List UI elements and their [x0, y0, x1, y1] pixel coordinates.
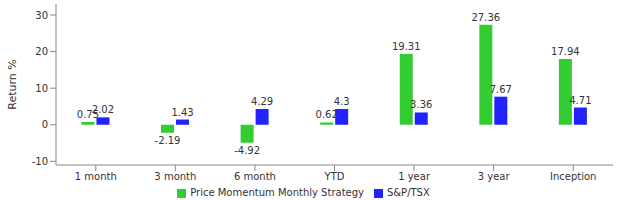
svg-text:4.3: 4.3: [334, 96, 350, 107]
svg-text:0.75: 0.75: [76, 109, 100, 120]
html-text:S&P/TSX: S&P/TSX: [387, 187, 430, 198]
svg-text:0.62: 0.62: [316, 109, 338, 120]
svg-text:1 year: 1 year: [398, 171, 431, 182]
svg-text:YTD: YTD: [324, 171, 345, 182]
html-text:Price Momentum Monthly Strateg: Price Momentum Monthly Strategy: [190, 187, 364, 198]
svg-text:0: 0: [42, 119, 48, 130]
svg-text:-2.19: -2.19: [155, 135, 181, 146]
svg-text:3 month: 3 month: [154, 171, 196, 182]
svg-text:Inception: Inception: [550, 171, 596, 182]
svg-text:19.31: 19.31: [392, 41, 421, 52]
svg-text:3.36: 3.36: [410, 99, 432, 110]
svg-text:-4.92: -4.92: [234, 145, 260, 156]
svg-text:1 month: 1 month: [75, 171, 117, 182]
svg-text:10: 10: [35, 83, 48, 94]
svg-text:2.02: 2.02: [92, 104, 114, 115]
svg-text:30: 30: [35, 10, 48, 21]
svg-text:27.36: 27.36: [471, 12, 500, 23]
svg-text:-10: -10: [32, 156, 48, 167]
svg-text:1.43: 1.43: [171, 107, 193, 118]
svg-text:20: 20: [35, 46, 48, 57]
svg-text:17.94: 17.94: [551, 46, 580, 57]
svg-text:6 month: 6 month: [234, 171, 276, 182]
svg-text:3 year: 3 year: [478, 171, 511, 182]
svg-text:Return %: Return %: [8, 59, 19, 109]
svg-text:7.67: 7.67: [490, 84, 512, 95]
svg-text:4.29: 4.29: [251, 96, 273, 107]
svg-text:4.71: 4.71: [569, 95, 591, 106]
